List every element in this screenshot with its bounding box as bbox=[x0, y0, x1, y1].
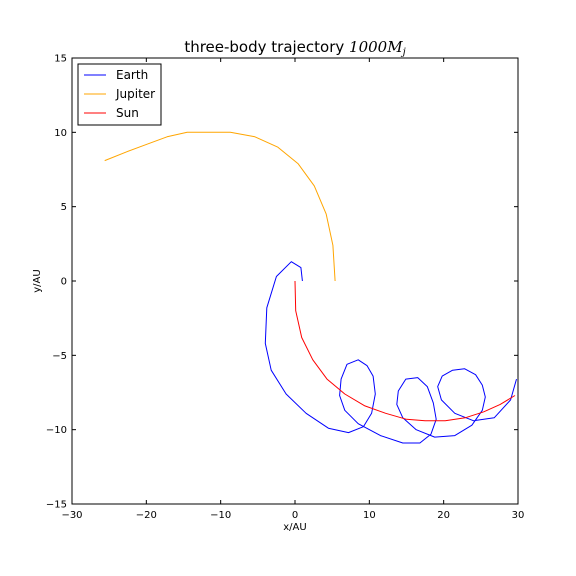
x-tick-label: 10 bbox=[363, 510, 376, 521]
y-tick-label: 10 bbox=[54, 128, 67, 139]
y-tick-label: 15 bbox=[54, 54, 67, 65]
x-axis-label: x/AU bbox=[283, 522, 306, 533]
series-line-sun bbox=[294, 280, 516, 422]
series-layer bbox=[104, 131, 517, 444]
legend: Earth Jupiter Sun bbox=[77, 63, 162, 126]
x-tick-label: 30 bbox=[512, 510, 525, 521]
ticks-layer: −30 −20 −10 0 10 20 30 −15 −10 −5 0 5 10 15 bbox=[46, 54, 524, 522]
x-tick-label: −20 bbox=[136, 510, 157, 521]
series-line-jupiter bbox=[104, 131, 336, 282]
y-tick-label: −5 bbox=[52, 351, 67, 362]
x-tick-label: −30 bbox=[61, 510, 82, 521]
y-tick-label: −10 bbox=[46, 425, 67, 436]
x-tick-label: 0 bbox=[292, 510, 298, 521]
x-tick-label: −10 bbox=[210, 510, 231, 521]
x-tick-label: 20 bbox=[437, 510, 450, 521]
legend-label-jupiter: Jupiter bbox=[115, 87, 155, 101]
legend-label-earth: Earth bbox=[116, 68, 148, 82]
series-line-earth bbox=[264, 261, 517, 444]
legend-label-sun: Sun bbox=[116, 106, 139, 120]
y-tick-label: −15 bbox=[46, 500, 67, 511]
chart-title: three-body trajectory 1000Mj bbox=[184, 38, 405, 58]
y-tick-label: 0 bbox=[61, 277, 67, 288]
y-axis-label: y/AU bbox=[32, 269, 43, 292]
y-tick-label: 5 bbox=[61, 202, 67, 213]
